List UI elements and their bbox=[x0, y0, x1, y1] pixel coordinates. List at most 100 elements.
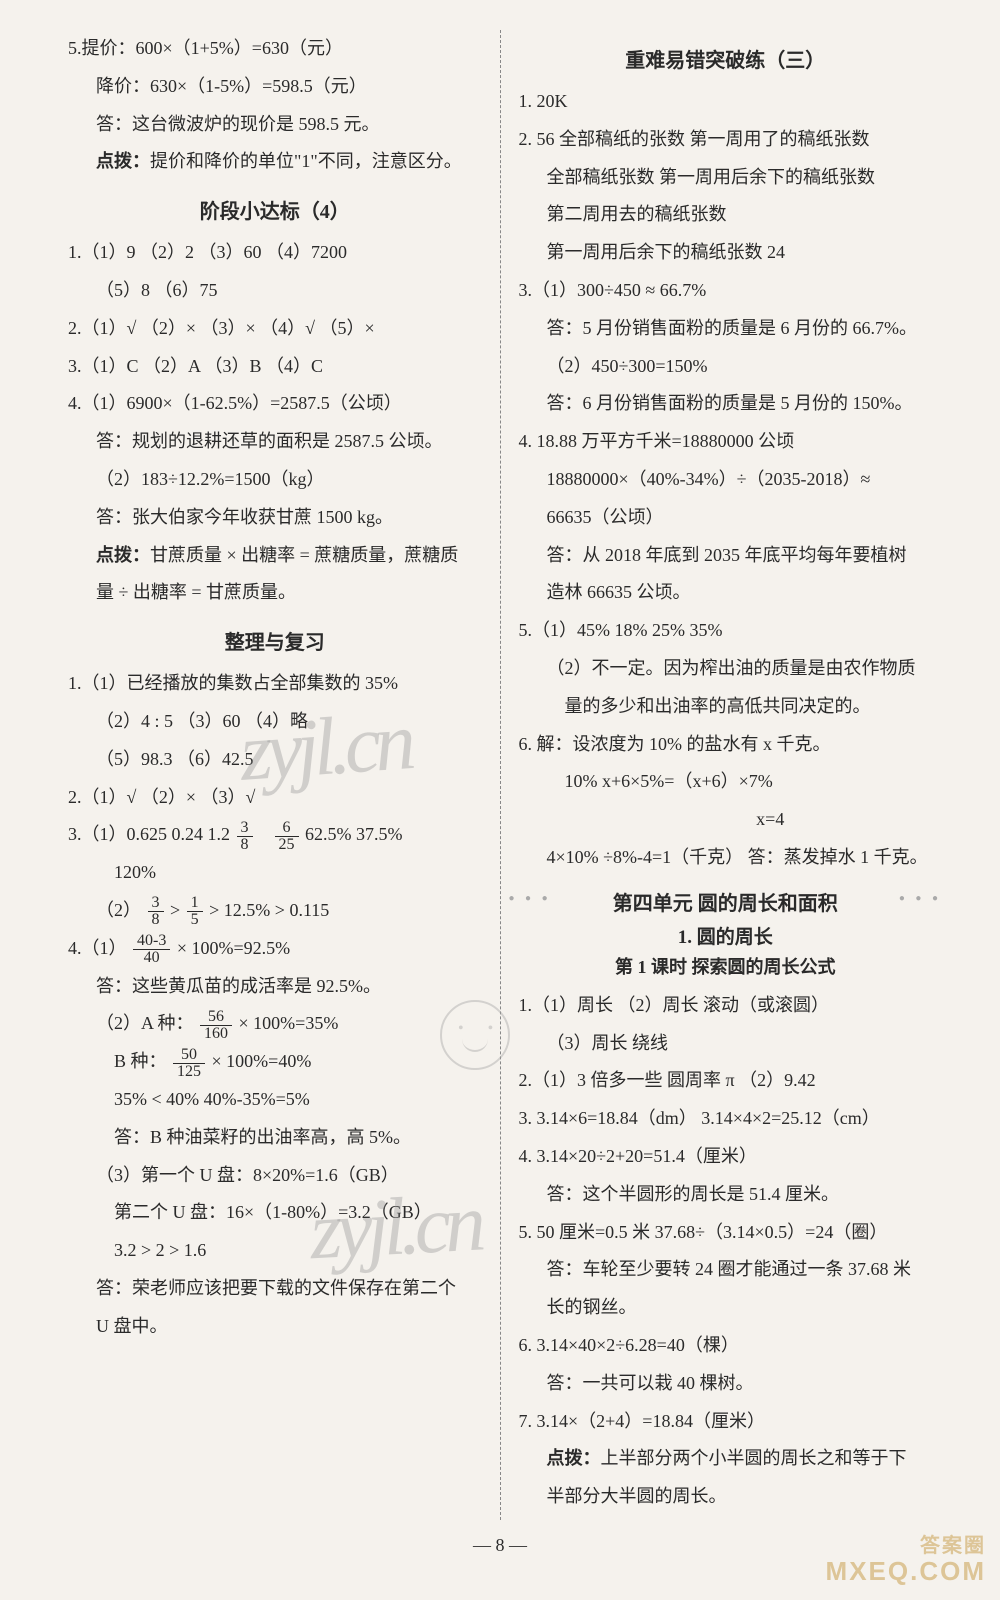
jd-l6: 答：规划的退耕还草的面积是 2587.5 公顷。 bbox=[68, 423, 482, 461]
frac-3-8: 38 bbox=[237, 820, 253, 853]
yz-l3: 2.（1）3 倍多一些 圆周率 π （2）9.42 bbox=[519, 1062, 933, 1100]
jd-l2: （5）8 （6）75 bbox=[68, 272, 482, 310]
jd-l9t: 甘蔗质量 × 出糖率 = 蔗糖质量，蔗糖质 bbox=[150, 545, 458, 565]
yz-l14: 半部分大半圆的周长。 bbox=[519, 1478, 933, 1516]
jd-l4: 3.（1）C （2）A （3）B （4）C bbox=[68, 348, 482, 386]
zn-l2: 2. 56 全部稿纸的张数 第一周用了的稿纸张数 bbox=[519, 121, 933, 159]
yz-l11: 答：一共可以栽 40 棵树。 bbox=[519, 1365, 933, 1403]
jd-l10: 量 ÷ 出糖率 = 甘蔗质量。 bbox=[68, 574, 482, 612]
zl-l18: U 盘中。 bbox=[68, 1308, 482, 1346]
right-column: 重难易错突破练（三） 1. 20K 2. 56 全部稿纸的张数 第一周用了的稿纸… bbox=[501, 30, 951, 1520]
zn-l20: x=4 bbox=[519, 801, 933, 839]
tip-label: 点拨： bbox=[547, 1448, 601, 1468]
frac-1-5: 15 bbox=[187, 895, 203, 928]
zl-l2: （2）4 : 5 （3）60 （4）略 bbox=[68, 703, 482, 741]
corner-brand-cn: 答案圈 bbox=[826, 1535, 986, 1557]
q5-line2: 降价：630×（1-5%）=598.5（元） bbox=[68, 68, 482, 106]
q5-tip: 点拨：提价和降价的单位"1"不同，注意区分。 bbox=[68, 143, 482, 181]
yz-l5: 4. 3.14×20÷2+20=51.4（厘米） bbox=[519, 1138, 933, 1176]
zl-l17: 答：荣老师应该把要下载的文件保存在第二个 bbox=[68, 1270, 482, 1308]
zn-l12: 66635（公顷） bbox=[519, 499, 933, 537]
zn-l11: 18880000×（40%-34%）÷（2035-2018）≈ bbox=[519, 461, 933, 499]
tip-text: 提价和降价的单位"1"不同，注意区分。 bbox=[150, 151, 462, 171]
frac-50-125: 50125 bbox=[173, 1047, 205, 1080]
zn-l14: 造林 66635 公顷。 bbox=[519, 574, 933, 612]
zl-l1: 1.（1）已经播放的集数占全部集数的 35% bbox=[68, 665, 482, 703]
q5-line3: 答：这台微波炉的现价是 598.5 元。 bbox=[68, 106, 482, 144]
jd-l8: 答：张大伯家今年收获甘蔗 1500 kg。 bbox=[68, 499, 482, 537]
tip-label: 点拨： bbox=[96, 545, 150, 565]
zl-l5b: 62.5% 37.5% bbox=[305, 824, 403, 844]
yz-l9: 长的钢丝。 bbox=[519, 1289, 933, 1327]
sub-title: 1. 圆的周长 bbox=[519, 922, 933, 949]
zn-l10: 4. 18.88 万平方千米=18880000 公顷 bbox=[519, 423, 933, 461]
jd-l1: 1.（1）9 （2）2 （3）60 （4）7200 bbox=[68, 234, 482, 272]
zl-l10a: （2）A 种： bbox=[96, 1013, 194, 1033]
yz-l10: 6. 3.14×40×2÷6.28=40（棵） bbox=[519, 1327, 933, 1365]
jd-l7: （2）183÷12.2%=1500（kg） bbox=[68, 461, 482, 499]
yz-l1: 1.（1）周长 （2）周长 滚动（或滚圆） bbox=[519, 987, 933, 1025]
zl-l16: 3.2 > 2 > 1.6 bbox=[68, 1232, 482, 1270]
zl-l5a: 3.（1）0.625 0.24 1.2 bbox=[68, 824, 235, 844]
zl-l8a: 4.（1） bbox=[68, 938, 127, 958]
yz-l6: 答：这个半圆形的周长是 51.4 厘米。 bbox=[519, 1176, 933, 1214]
zn-l8: （2）450÷300=150% bbox=[519, 348, 933, 386]
jd-l9: 点拨：甘蔗质量 × 出糖率 = 蔗糖质量，蔗糖质 bbox=[68, 537, 482, 575]
jd-l5: 4.（1）6900×（1-62.5%）=2587.5（公顷） bbox=[68, 385, 482, 423]
page-number: — 8 — bbox=[473, 1535, 527, 1556]
tip-label: 点拨： bbox=[96, 151, 150, 171]
zl-l3: （5）98.3 （6）42.5 bbox=[68, 741, 482, 779]
zn-l9: 答：6 月份销售面粉的质量是 5 月份的 150%。 bbox=[519, 385, 933, 423]
zn-l3: 全部稿纸张数 第一周用后余下的稿纸张数 bbox=[519, 159, 933, 197]
yz-l4: 3. 3.14×6=18.84（dm） 3.14×4×2=25.12（cm） bbox=[519, 1100, 933, 1138]
zl-l6: 120% bbox=[68, 854, 482, 892]
zn-l1: 1. 20K bbox=[519, 83, 933, 121]
zn-l5: 第一周用后余下的稿纸张数 24 bbox=[519, 234, 933, 272]
yz-l13: 点拨：上半部分两个小半圆的周长之和等于下 bbox=[519, 1440, 933, 1478]
zl-l9: 答：这些黄瓜苗的成活率是 92.5%。 bbox=[68, 968, 482, 1006]
q5-line1: 5.提价：600×（1+5%）=630（元） bbox=[68, 30, 482, 68]
zl-l7b: > bbox=[170, 900, 185, 920]
zl-l15: 第二个 U 盘：16×（1-80%）=3.2（GB） bbox=[68, 1194, 482, 1232]
yz-l7: 5. 50 厘米=0.5 米 37.68÷（3.14×0.5）=24（圈） bbox=[519, 1214, 933, 1252]
frac-6-25: 625 bbox=[275, 820, 299, 853]
zn-l18: 6. 解：设浓度为 10% 的盐水有 x 千克。 bbox=[519, 726, 933, 764]
frac-40-3-40: 40-340 bbox=[133, 933, 170, 966]
zn-l19: 10% x+6×5%=（x+6）×7% bbox=[519, 763, 933, 801]
zl-l14: （3）第一个 U 盘：8×20%=1.6（GB） bbox=[68, 1157, 482, 1195]
zl-l13: 答：B 种油菜籽的出油率高，高 5%。 bbox=[68, 1119, 482, 1157]
frac-56-160: 56160 bbox=[200, 1009, 232, 1042]
zn-l13: 答：从 2018 年底到 2035 年底平均每年要植树 bbox=[519, 537, 933, 575]
zn-l6: 3.（1）300÷450 ≈ 66.7% bbox=[519, 272, 933, 310]
zl-l7c: > 12.5% > 0.115 bbox=[209, 900, 329, 920]
zl-l11: B 种： 50125 × 100%=40% bbox=[68, 1043, 482, 1081]
unit-title: 第四单元 圆的周长和面积 bbox=[519, 887, 933, 916]
zn-l7: 答：5 月份销售面粉的质量是 6 月份的 66.7%。 bbox=[519, 310, 933, 348]
zl-l10b: × 100%=35% bbox=[239, 1013, 339, 1033]
zl-l10: （2）A 种： 56160 × 100%=35% bbox=[68, 1005, 482, 1043]
frac-3-8b: 38 bbox=[148, 895, 164, 928]
zl-l8: 4.（1） 40-340 × 100%=92.5% bbox=[68, 930, 482, 968]
zn-l17: 量的多少和出油率的高低共同决定的。 bbox=[519, 688, 933, 726]
zl-l8b: × 100%=92.5% bbox=[177, 938, 290, 958]
yz-l13t: 上半部分两个小半圆的周长之和等于下 bbox=[601, 1448, 907, 1468]
zl-l12: 35% < 40% 40%-35%=5% bbox=[68, 1081, 482, 1119]
zn-l16: （2）不一定。因为榨出油的质量是由农作物质 bbox=[519, 650, 933, 688]
section-jieduan: 阶段小达标（4） bbox=[68, 195, 482, 224]
corner-brand-en: MXEQ.COM bbox=[826, 1557, 986, 1586]
lesson-title: 第 1 课时 探索圆的周长公式 bbox=[519, 953, 933, 979]
corner-brand: 答案圈 MXEQ.COM bbox=[826, 1535, 986, 1586]
zn-l21: 4×10% ÷8%-4=1（千克） 答：蒸发掉水 1 千克。 bbox=[519, 839, 933, 877]
yz-l8: 答：车轮至少要转 24 圈才能通过一条 37.68 米 bbox=[519, 1251, 933, 1289]
yz-l2: （3）周长 绕线 bbox=[519, 1025, 933, 1063]
zl-l7a: （2） bbox=[96, 900, 141, 920]
zl-l11b: × 100%=40% bbox=[212, 1051, 312, 1071]
zl-l7: （2） 38 > 15 > 12.5% > 0.115 bbox=[68, 892, 482, 930]
zn-l15: 5.（1）45% 18% 25% 35% bbox=[519, 612, 933, 650]
zn-l4: 第二周用去的稿纸张数 bbox=[519, 196, 933, 234]
jd-l3: 2.（1）√ （2）× （3）× （4）√ （5）× bbox=[68, 310, 482, 348]
zl-l11a: B 种： bbox=[114, 1051, 167, 1071]
zl-l5: 3.（1）0.625 0.24 1.2 38 625 62.5% 37.5% bbox=[68, 816, 482, 854]
zl-l4: 2.（1）√ （2）× （3）√ bbox=[68, 779, 482, 817]
yz-l12: 7. 3.14×（2+4）=18.84（厘米） bbox=[519, 1403, 933, 1441]
